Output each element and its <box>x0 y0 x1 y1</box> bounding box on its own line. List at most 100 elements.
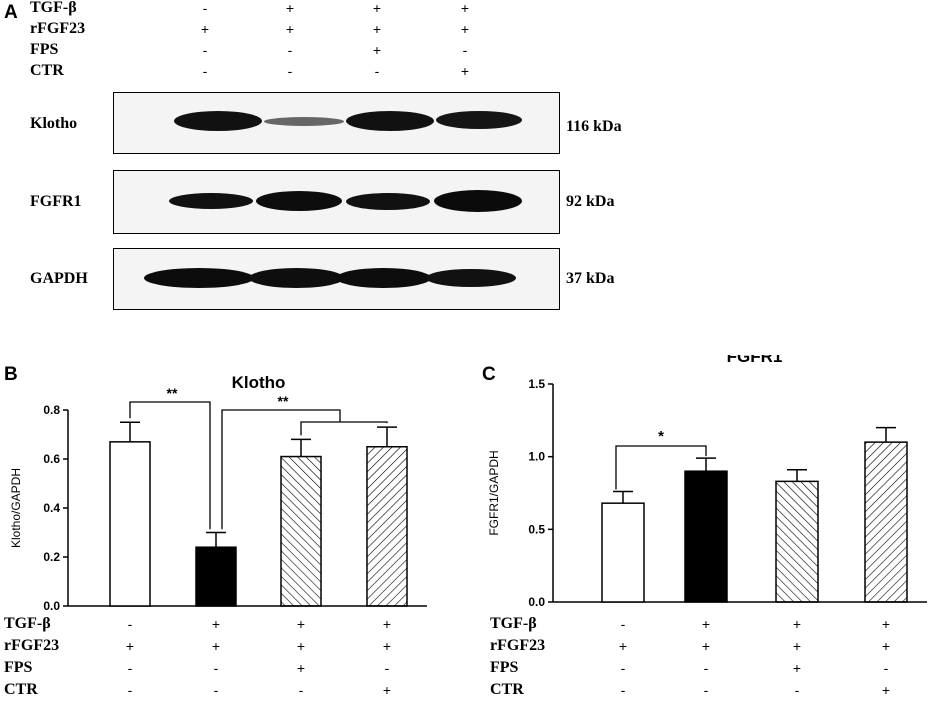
klotho-band-4 <box>436 111 522 129</box>
klotho-y-tick-label: 0.6 <box>43 452 60 466</box>
panel-b-cond-label-ctr: CTR <box>4 681 38 698</box>
panel-c-cond-sign: - <box>794 682 800 698</box>
panel-c-cond-sign: + <box>881 616 891 632</box>
panel-a-cond-sign: - <box>462 42 468 58</box>
panel-a-cond-sign: - <box>374 63 380 79</box>
fgfr1-band-2 <box>256 191 342 211</box>
fgfr1-y-tick-label: 1.0 <box>528 450 545 464</box>
panel-b-cond-sign: + <box>296 638 306 654</box>
fgfr1-band-4 <box>434 190 522 212</box>
gapdh-band-2 <box>249 268 344 288</box>
klotho-y-tick-label: 0.4 <box>43 501 60 515</box>
panel-c-cond-label-fps: FPS <box>490 659 519 676</box>
panel-a-cond-sign: + <box>460 63 470 79</box>
fgfr1-band-3 <box>346 193 430 210</box>
panel-c-cond-sign: - <box>620 660 626 676</box>
panel-a-cond-sign: + <box>200 21 210 37</box>
klotho-bar-4 <box>366 446 408 607</box>
panel-b-cond-sign: + <box>382 638 392 654</box>
panel-a-cond-sign: - <box>287 42 293 58</box>
klotho-y-axis-label: Klotho/GAPDH <box>9 468 23 548</box>
klotho-blot <box>113 92 560 154</box>
panel-b-cond-sign: + <box>125 638 135 654</box>
panel-c-cond-sign: + <box>701 638 711 654</box>
panel-a-cond-sign: - <box>202 63 208 79</box>
panel-b-cond-sign: + <box>382 616 392 632</box>
fgfr1-y-tick-label: 0.0 <box>528 595 545 609</box>
fgfr1-bar-4 <box>864 441 908 603</box>
klotho-blot-label: Klotho <box>30 115 78 132</box>
fgfr1-bar-1 <box>601 502 645 603</box>
klotho-y-tick-label: 0.2 <box>43 550 60 564</box>
panel-a-cond-sign: + <box>460 0 470 16</box>
fgfr1-y-tick-label: 0.5 <box>528 522 545 536</box>
gapdh-band-1 <box>144 268 254 288</box>
gapdh-band-4 <box>426 269 516 287</box>
panel-b-cond-sign: + <box>296 660 306 676</box>
panel-c-letter: C <box>482 364 496 385</box>
klotho-sig-bracket-3 <box>300 421 388 436</box>
panel-c-cond-sign: - <box>620 682 626 698</box>
panel-b-cond-sign: + <box>382 682 392 698</box>
panel-c-cond-label-rfgf23: rFGF23 <box>490 637 546 654</box>
panel-a-cond-sign: - <box>287 63 293 79</box>
panel-c-cond-label-ctr: CTR <box>490 681 524 698</box>
klotho-sig-label-1: ** <box>167 385 178 401</box>
fgfr1-bar-3 <box>775 480 819 603</box>
panel-b-cond-label-fps: FPS <box>4 659 33 676</box>
fgfr1-blot <box>113 170 560 234</box>
gapdh-blot <box>113 248 560 310</box>
panel-a-cond-sign: + <box>285 21 295 37</box>
panel-a-cond-sign: + <box>372 0 382 16</box>
fgfr1-y-tick-label: 1.5 <box>528 377 545 391</box>
panel-c-cond-sign: + <box>792 660 802 676</box>
panel-a-cond-sign: + <box>285 0 295 16</box>
klotho-y-tick-label: 0.0 <box>43 599 60 613</box>
klotho-band-1 <box>174 111 262 131</box>
fgfr1-bar-chart: FGFR1 0.0 0.5 1.0 1.5 FGFR1/GAPDH * <box>487 355 927 609</box>
panel-b-cond-sign: - <box>298 682 304 698</box>
panel-c-cond-sign: - <box>883 660 889 676</box>
panel-a-cond-sign: + <box>460 21 470 37</box>
klotho-bar-1 <box>109 441 151 607</box>
panel-a-cond-label-tgf: TGF-β <box>30 0 77 16</box>
panel-b-letter: B <box>4 364 18 385</box>
panel-c-cond-sign: + <box>792 638 802 654</box>
panel-a-cond-sign: - <box>202 42 208 58</box>
klotho-bar-chart: Klotho 0.0 0.2 0.4 0.6 0.8 Klotho/GAPDH ** ** <box>9 373 427 613</box>
panel-b-cond-sign: + <box>211 616 221 632</box>
panel-c-cond-sign: - <box>703 682 709 698</box>
klotho-sig-bracket-2 <box>221 409 341 530</box>
fgfr1-band-1 <box>169 193 253 209</box>
gapdh-size-label: 37 kDa <box>566 270 615 287</box>
fgfr1-blot-label: FGFR1 <box>30 193 82 210</box>
panel-b-cond-sign: - <box>127 616 133 632</box>
panel-b-cond-label-rfgf23: rFGF23 <box>4 637 60 654</box>
gapdh-band-3 <box>336 268 431 288</box>
panel-b-cond-sign: - <box>213 660 219 676</box>
panel-c-cond-sign: + <box>881 638 891 654</box>
klotho-sig-label-2: ** <box>278 393 289 409</box>
panel-b-cond-sign: - <box>127 682 133 698</box>
panel-a-cond-label-fps: FPS <box>30 41 59 58</box>
fgfr1-sig-label-1: * <box>658 428 664 445</box>
panel-c-cond-label-tgf: TGF-β <box>490 615 537 632</box>
klotho-size-label: 116 kDa <box>566 118 622 135</box>
panel-b-cond-label-tgf: TGF-β <box>4 615 51 632</box>
fgfr1-size-label: 92 kDa <box>566 193 615 210</box>
klotho-chart-title: Klotho <box>232 373 286 392</box>
panel-a-cond-sign: + <box>372 42 382 58</box>
panel-a-cond-sign: + <box>372 21 382 37</box>
panel-a-cond-label-ctr: CTR <box>30 62 64 79</box>
gapdh-blot-label: GAPDH <box>30 270 88 287</box>
fgfr1-sig-bracket-1 <box>615 445 707 490</box>
panel-c-cond-sign: + <box>881 682 891 698</box>
klotho-bar-2 <box>195 546 237 607</box>
panel-c-cond-sign: + <box>792 616 802 632</box>
panel-b-cond-sign: - <box>127 660 133 676</box>
panel-c-cond-sign: - <box>703 660 709 676</box>
klotho-band-3 <box>346 111 434 131</box>
panel-b-cond-sign: - <box>213 682 219 698</box>
klotho-sig-bracket-1 <box>129 401 211 530</box>
klotho-band-2 <box>264 117 344 126</box>
